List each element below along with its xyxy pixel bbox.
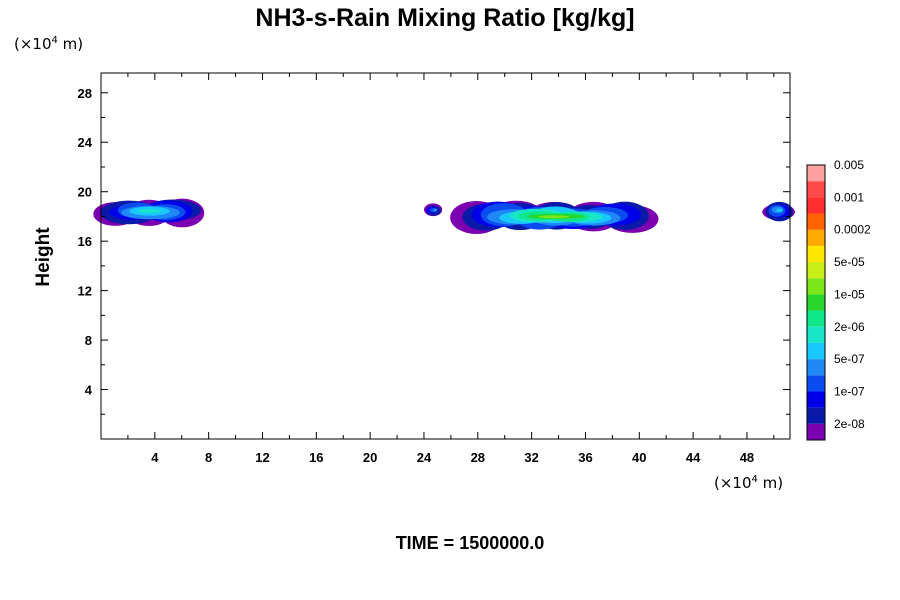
x-tick-label: 40 xyxy=(632,450,646,465)
x-unit-prefix: (×10 xyxy=(714,474,752,492)
y-tick-label: 20 xyxy=(78,185,92,200)
colorbar-label: 2e-08 xyxy=(834,417,865,431)
colorbar-segment xyxy=(807,197,825,214)
field-contour-piece xyxy=(538,215,570,219)
colorbar-segment xyxy=(807,245,825,263)
plot-data-layer xyxy=(93,198,795,234)
x-axis: 4 8 12 16 20 24 28 32 36 40 44 48 xyxy=(127,73,775,465)
colorbar-segment xyxy=(807,165,825,182)
x-tick-label: 8 xyxy=(205,450,212,465)
y-unit-suffix: m) xyxy=(58,35,83,53)
x-tick-label: 44 xyxy=(686,450,701,465)
chart-title: NH3-s-Rain Mixing Ratio [kg/kg] xyxy=(255,4,634,32)
field-contour-piece xyxy=(776,208,783,213)
y-tick-label: 12 xyxy=(78,284,92,299)
colorbar-segment xyxy=(807,407,825,424)
colorbar-label: 2e-06 xyxy=(834,320,865,334)
x-unit-exp: 4 xyxy=(752,474,758,485)
colorbar-segment xyxy=(807,229,825,246)
x-tick-label: 4 xyxy=(151,450,159,465)
x-tick-label: 32 xyxy=(524,450,538,465)
colorbar: 2e-08 1e-07 5e-07 2e-06 1e-05 5e-05 0.0002 0.00… xyxy=(806,158,871,441)
colorbar-frame xyxy=(806,164,826,441)
colorbar-segment xyxy=(807,294,825,311)
y-tick-label: 28 xyxy=(78,86,92,101)
colorbar-segment xyxy=(807,375,825,392)
y-tick-label: 24 xyxy=(78,135,93,150)
colorbar-label: 5e-07 xyxy=(834,352,865,366)
colorbar-segment xyxy=(807,181,825,198)
y-tick-label: 8 xyxy=(85,333,92,348)
colorbar-label: 5e-05 xyxy=(834,255,865,269)
x-tick-label: 36 xyxy=(578,450,592,465)
y-unit-prefix: (×10 xyxy=(14,35,52,53)
x-tick-label: 24 xyxy=(417,450,432,465)
colorbar-label: 0.001 xyxy=(834,190,864,204)
plot-area-frame xyxy=(100,72,791,440)
colorbar-label: 1e-07 xyxy=(834,384,865,398)
x-axis-unit: (×104 m) xyxy=(714,474,783,492)
colorbar-segment xyxy=(807,262,825,279)
y-tick-label: 4 xyxy=(85,383,93,398)
y-axis-unit: (×104 m) xyxy=(14,35,83,53)
y-axis-label: Height xyxy=(33,227,54,287)
field-contour-piece xyxy=(138,209,161,214)
colorbar-segment xyxy=(807,278,825,295)
colorbar-label: 0.005 xyxy=(834,158,864,172)
y-unit-exp: 4 xyxy=(52,35,58,46)
field-region xyxy=(93,198,205,228)
colorbar-segment xyxy=(807,359,825,376)
time-label: TIME = 1500000.0 xyxy=(396,533,545,553)
x-unit-suffix: m) xyxy=(758,474,783,492)
y-tick-label: 16 xyxy=(78,234,92,249)
colorbar-segment xyxy=(807,310,825,327)
x-tick-label: 48 xyxy=(740,450,754,465)
colorbar-segment xyxy=(807,342,825,360)
x-tick-label: 28 xyxy=(471,450,485,465)
x-tick-label: 20 xyxy=(363,450,377,465)
colorbar-segment xyxy=(807,326,825,343)
field-region xyxy=(424,203,443,217)
colorbar-segment xyxy=(807,213,825,230)
colorbar-segment xyxy=(807,423,825,440)
field-contour-piece xyxy=(432,208,438,212)
colorbar-segment xyxy=(807,391,825,408)
field-region xyxy=(450,200,659,234)
colorbar-label: 1e-05 xyxy=(834,287,865,301)
colorbar-label: 0.0002 xyxy=(834,223,871,237)
x-tick-label: 12 xyxy=(255,450,269,465)
x-tick-label: 16 xyxy=(309,450,323,465)
y-axis: 4 8 12 16 20 24 28 xyxy=(78,86,790,415)
